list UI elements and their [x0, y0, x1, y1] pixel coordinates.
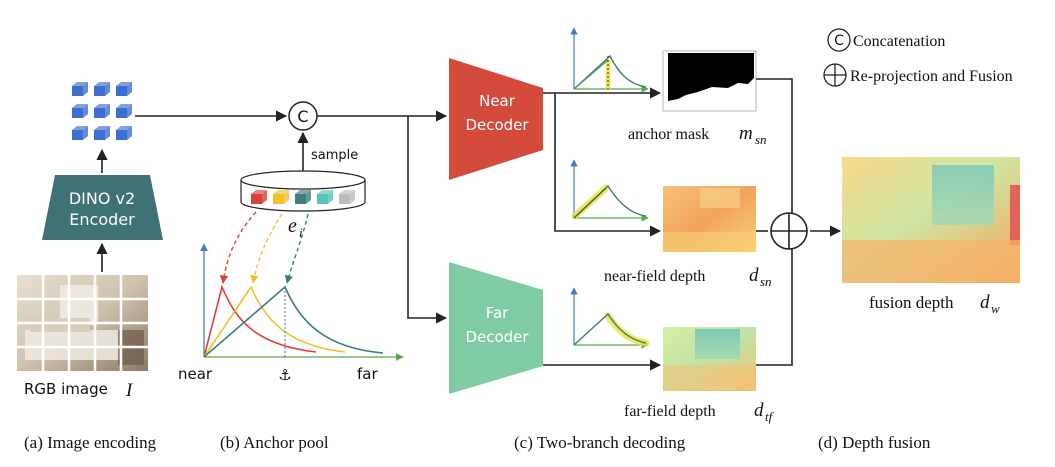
anchor-curve-teal: [203, 285, 384, 358]
legend: C Concatenation Re-projection and Fusion: [823, 28, 1013, 87]
far-depth-label: far-field depth: [624, 403, 716, 420]
rgb-image: [17, 275, 148, 371]
near-depth-subscript: sn: [760, 274, 772, 289]
concat-to-decoders-arrows: [317, 110, 448, 324]
fusion-connectors: [756, 78, 842, 366]
fusion-depth-label: fusion depth: [869, 293, 954, 312]
feature-cube: [72, 104, 88, 118]
caption-image-encoding: (a) Image encoding: [24, 433, 157, 452]
fusion-depth-symbol: d: [980, 292, 990, 313]
fusion-depth-subscript: w: [991, 301, 1000, 316]
encoder-title-line2: Encoder: [69, 210, 135, 229]
embedding-label: e: [288, 215, 297, 237]
dino-encoder-block: [42, 175, 163, 240]
rgb-image-label: RGB image: [24, 380, 108, 398]
caption-two-branch-decoding: (c) Two-branch decoding: [514, 433, 686, 452]
mini-plot-mask: [570, 27, 649, 93]
fusion-depth-image: [842, 157, 1020, 283]
feature-cube: [72, 82, 88, 96]
anchor-embedding-cube: [273, 190, 289, 204]
far-decoder-line1: Far: [486, 304, 509, 322]
anchor-mask-image: [662, 50, 757, 112]
fusion-node: [770, 212, 808, 250]
far-field-depth-image: [663, 327, 756, 391]
axis-near-label: near: [178, 365, 213, 383]
mini-plot-far: [570, 287, 650, 349]
anchor-distribution-plot: [200, 211, 404, 361]
legend-concat-icon-symbol: C: [834, 33, 844, 49]
sample-label: sample: [311, 148, 358, 163]
decoder-output-arrows: [543, 87, 662, 371]
anchor-embedding-cube: [295, 190, 311, 204]
mini-plot-near: [570, 159, 649, 222]
feature-cube: [94, 82, 110, 96]
anchor-embedding-cube: [339, 190, 355, 204]
far-depth-subscript: tf: [765, 409, 775, 424]
feature-cube: [94, 104, 110, 118]
dashed-arrow-yellow: [250, 213, 283, 284]
legend-fusion-icon: [823, 63, 847, 87]
embedding-subscript: i: [299, 225, 303, 240]
anchor-mask-label: anchor mask: [628, 126, 709, 143]
anchor-mask-symbol: m: [739, 123, 753, 144]
near-field-depth-image: [663, 186, 756, 252]
far-decoder-block: [449, 262, 543, 394]
legend-concat-icon: [827, 28, 851, 52]
anchor-curve-red: [203, 284, 317, 358]
encoder-title-line1: DINO v2: [69, 189, 135, 208]
caption-anchor-pool: (b) Anchor pool: [220, 433, 329, 452]
anchor-embedding-cube: [251, 190, 267, 204]
feature-cube: [94, 126, 110, 140]
near-decoder-line2: Decoder: [465, 116, 529, 134]
feature-cube: [72, 126, 88, 140]
near-decoder-line1: Near: [479, 92, 516, 110]
near-depth-label: near-field depth: [604, 268, 705, 285]
feature-cube: [116, 104, 132, 118]
dashed-arrow-teal: [284, 213, 309, 284]
anchor-embedding-cube: [317, 190, 333, 204]
far-depth-symbol: d: [754, 400, 764, 421]
anchor-curve-yellow: [203, 285, 346, 358]
anchor-icon: ⚓: [278, 366, 291, 384]
legend-concat-label: Concatenation: [853, 33, 945, 50]
feature-cube: [116, 126, 132, 140]
legend-fusion-label: Re-projection and Fusion: [850, 68, 1013, 85]
rgb-image-symbol: I: [125, 380, 134, 401]
anchor-pool-cylinder: [240, 170, 366, 212]
caption-depth-fusion: (d) Depth fusion: [818, 433, 931, 452]
axis-far-label: far: [357, 365, 378, 383]
anchor-mask-subscript: sn: [755, 132, 767, 147]
feature-cubes: [72, 82, 132, 140]
dashed-arrow-red: [219, 211, 257, 284]
concat-node-symbol: C: [297, 107, 308, 126]
far-decoder-line2: Decoder: [465, 328, 529, 346]
feature-cube: [116, 82, 132, 96]
near-depth-symbol: d: [749, 265, 759, 286]
near-decoder-block: [449, 58, 543, 180]
